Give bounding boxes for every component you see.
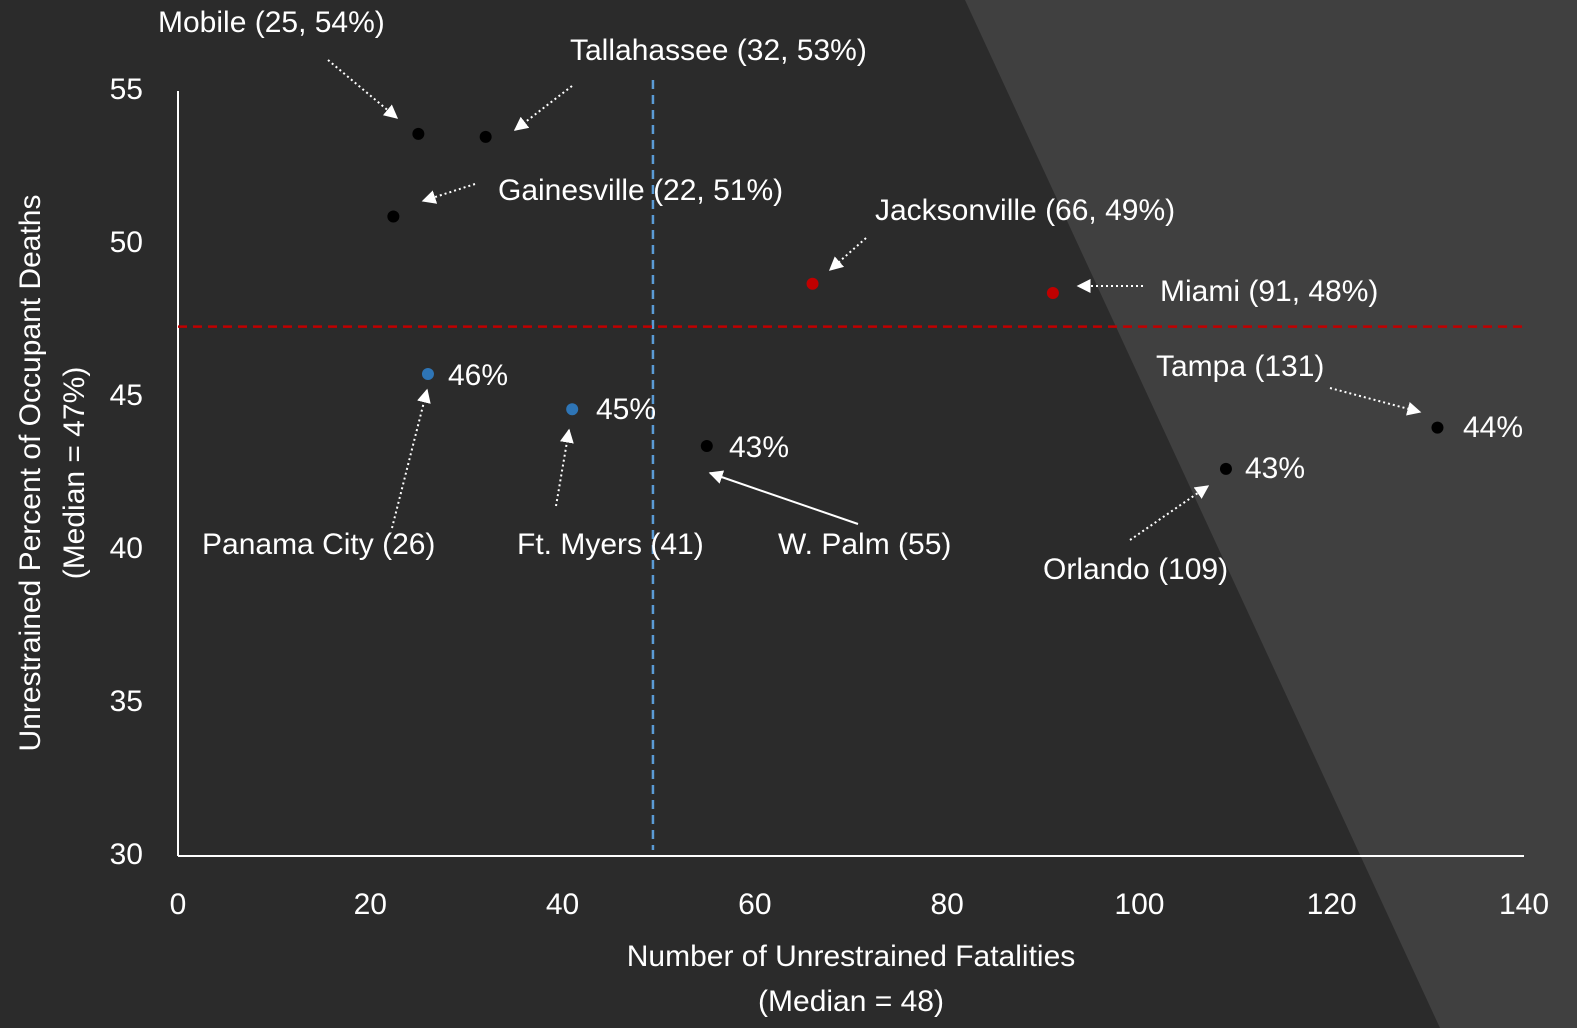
- point: [479, 130, 492, 143]
- x-tick-label: 140: [1499, 888, 1549, 921]
- point: [1431, 421, 1444, 434]
- y-axis-title: (Median = 47%): [58, 367, 91, 580]
- point: [700, 439, 713, 452]
- background-wedge: [965, 0, 1577, 1028]
- y-tick-label: 30: [110, 838, 143, 871]
- annotation: 43%: [1245, 452, 1305, 485]
- annotation: 46%: [448, 359, 508, 392]
- annotation-arrow: [1129, 485, 1210, 541]
- point: [1046, 286, 1059, 299]
- point: [412, 127, 425, 140]
- y-tick-label: 35: [110, 685, 143, 718]
- annotation: 44%: [1463, 411, 1523, 444]
- annotation: Tallahassee (32, 53%): [570, 34, 867, 67]
- point: [421, 368, 434, 381]
- point: [387, 210, 400, 223]
- point: [566, 403, 579, 416]
- y-axis-title: Unrestrained Percent of Occupant Deaths: [14, 195, 47, 752]
- annotation: 43%: [729, 431, 789, 464]
- annotation: Mobile (25, 54%): [158, 6, 385, 39]
- annotation-arrow: [391, 388, 431, 529]
- x-tick-label: 60: [738, 888, 771, 921]
- annotation-arrow: [708, 470, 859, 525]
- y-tick-label: 45: [110, 379, 143, 412]
- annotation: W. Palm (55): [778, 528, 951, 561]
- annotation-arrow: [828, 237, 867, 271]
- annotation: Miami (91, 48%): [1160, 275, 1378, 308]
- point: [806, 277, 819, 290]
- point: [1219, 462, 1232, 475]
- plot: 30 35 40 45 50 55 0 20 40 60 80 100 120 140 Number of …: [14, 6, 1549, 1018]
- annotation: Ft. Myers (41): [517, 528, 704, 561]
- annotation: Jacksonville (66, 49%): [875, 194, 1175, 227]
- x-tick-label: 100: [1114, 888, 1164, 921]
- x-tick-label: 0: [170, 888, 187, 921]
- x-tick-label: 120: [1307, 888, 1357, 921]
- y-tick-label: 40: [110, 532, 143, 565]
- annotation: Tampa (131): [1156, 350, 1324, 383]
- x-tick-label: 80: [930, 888, 963, 921]
- x-axis-title: Number of Unrestrained Fatalities: [627, 940, 1076, 973]
- x-tick-label: 20: [354, 888, 387, 921]
- annotation-arrow: [327, 59, 399, 119]
- annotation: Orlando (109): [1043, 553, 1228, 586]
- x-axis-title: (Median = 48): [758, 985, 944, 1018]
- x-tick-label: 40: [546, 888, 579, 921]
- annotation: Panama City (26): [202, 528, 435, 561]
- annotation: 45%: [596, 393, 656, 426]
- y-tick-label: 50: [110, 226, 143, 259]
- y-tick-label: 55: [110, 73, 143, 106]
- annotation-arrow: [421, 183, 476, 204]
- annotation-arrow: [1329, 387, 1422, 416]
- annotation-arrow: [513, 85, 573, 131]
- annotation: Gainesville (22, 51%): [498, 174, 783, 207]
